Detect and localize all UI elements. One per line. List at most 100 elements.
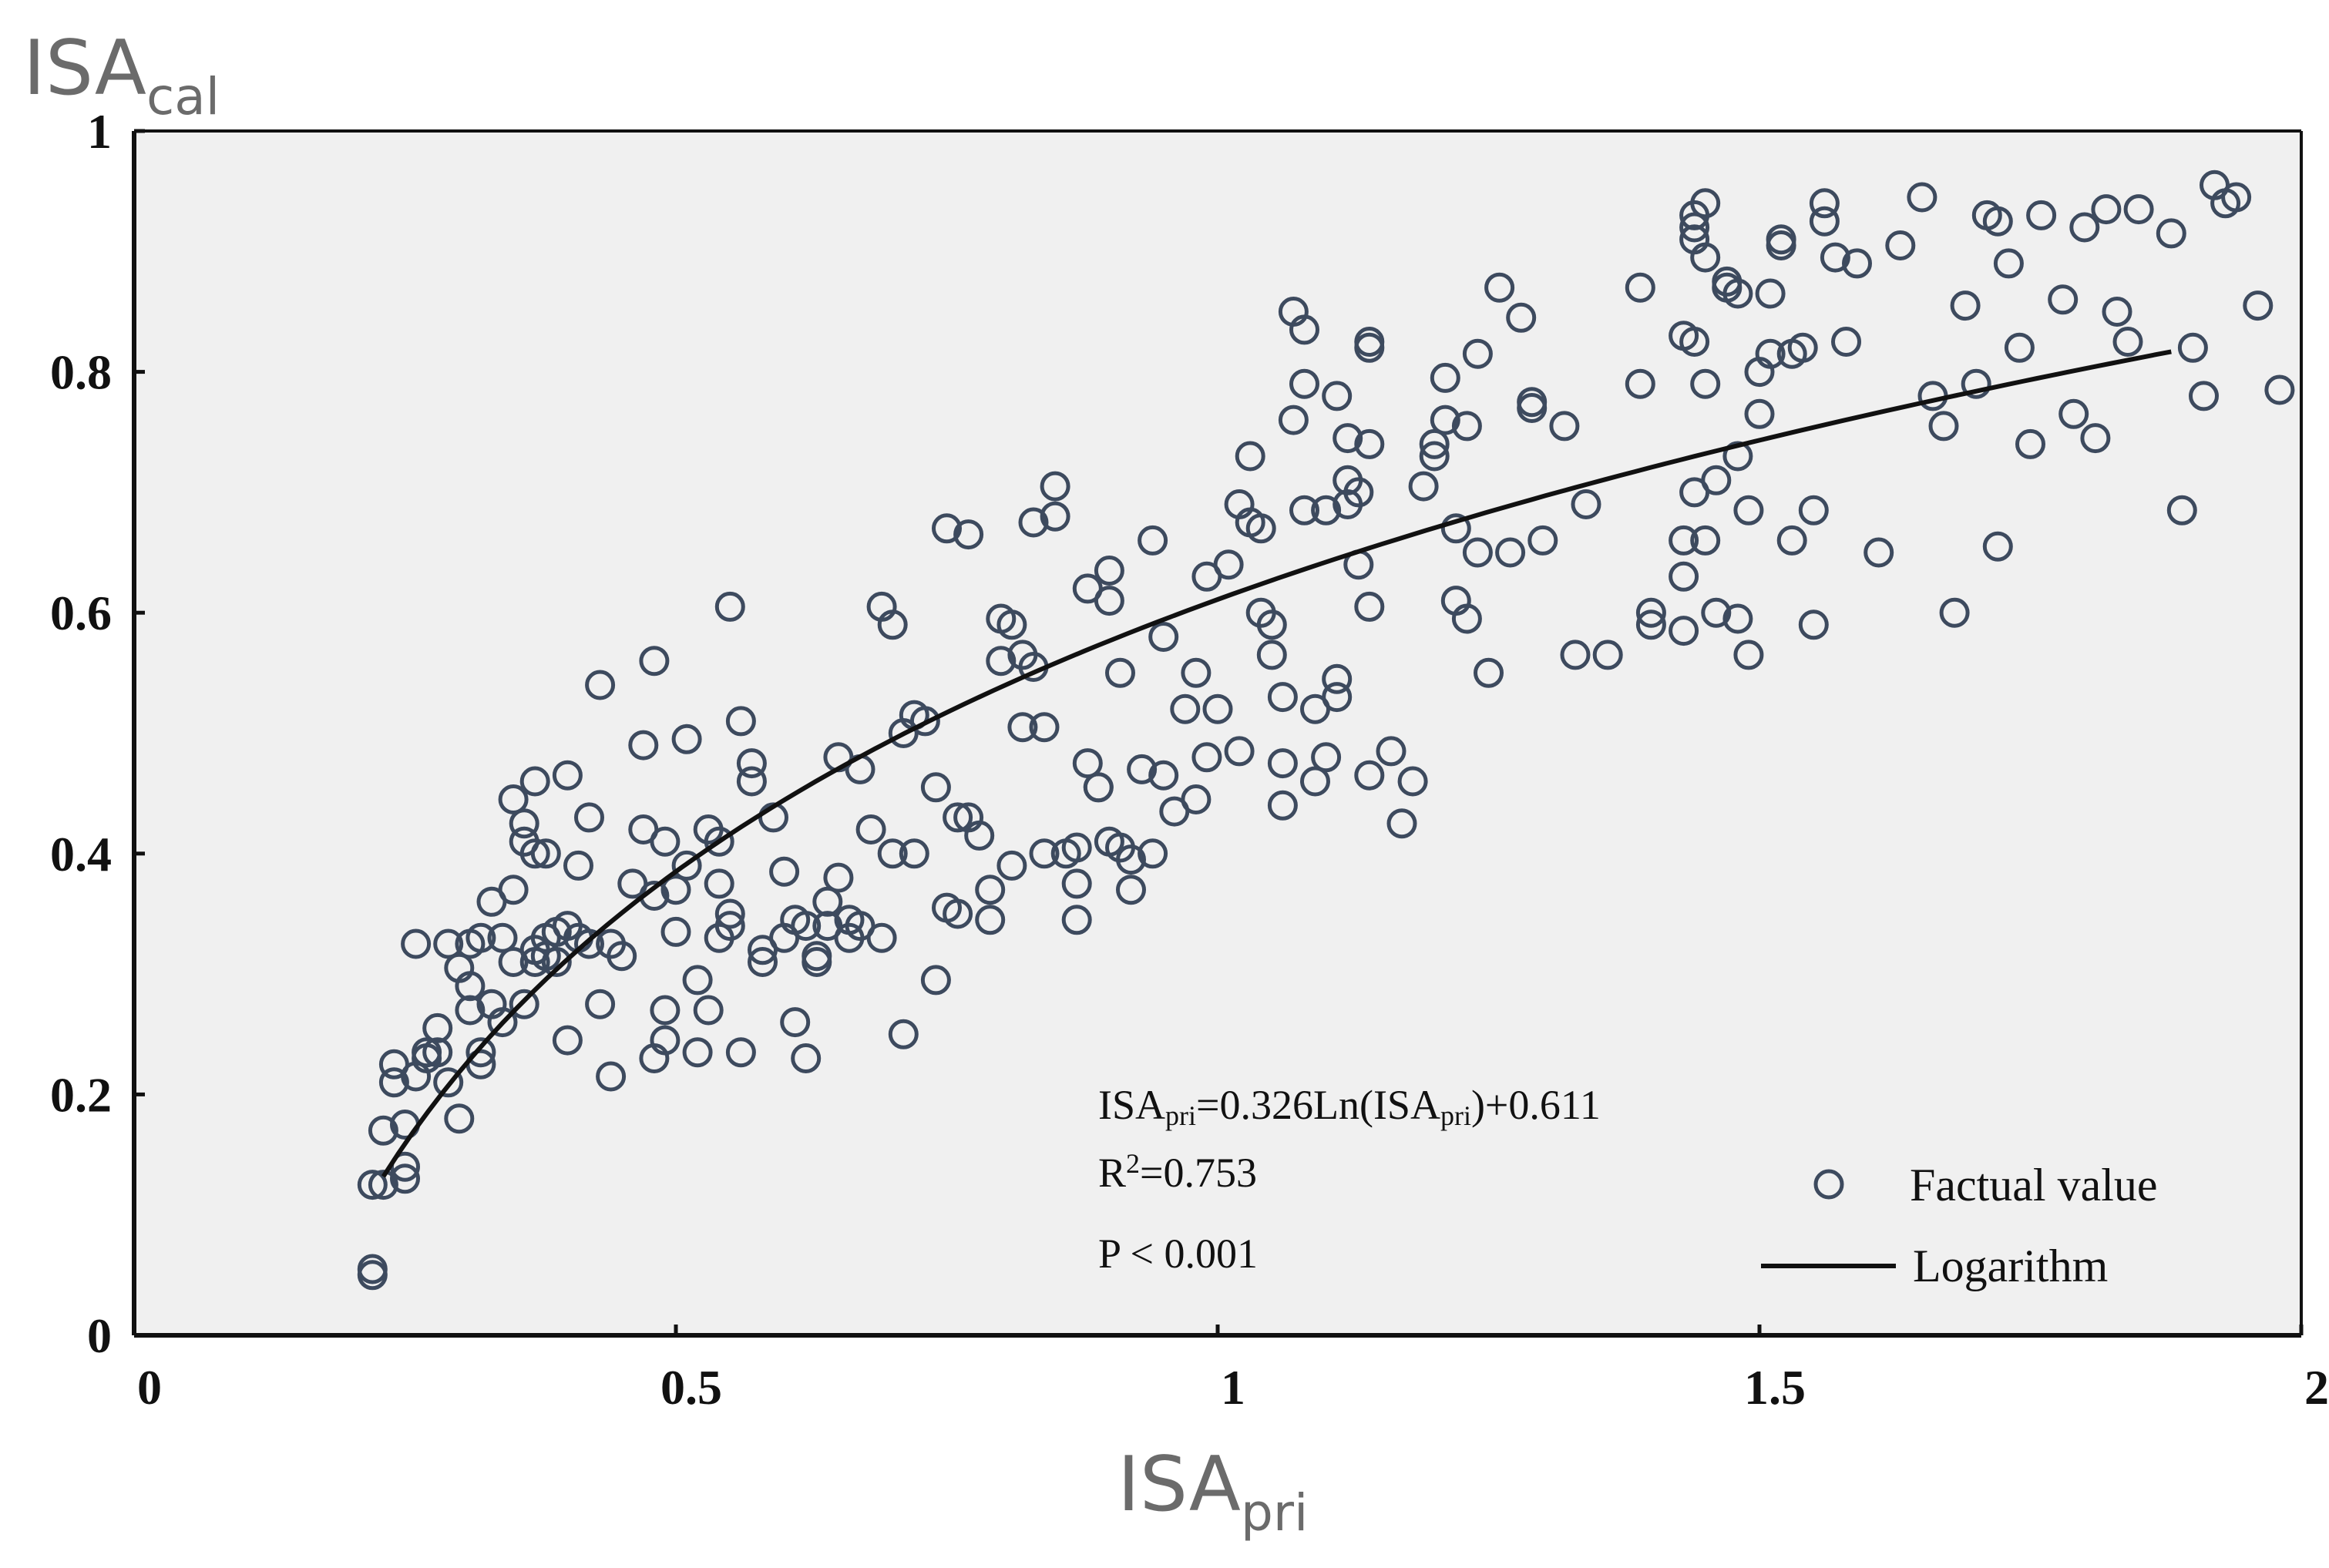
data-point [1506,302,1537,333]
data-point [660,875,691,905]
data-point [1798,495,1829,525]
logarithm-fit-line [381,349,2172,1178]
data-point [1690,188,1721,219]
y-tick-label: 0.4 [50,827,112,881]
data-point [920,772,951,803]
data-point [1517,393,1548,423]
data-point [1430,405,1460,435]
data-point [1256,640,1287,670]
data-point [1105,657,1135,688]
data-point [2048,284,2079,315]
data-point [498,784,529,814]
data-point [552,760,583,791]
data-point [519,766,550,797]
y-tick-label: 1 [87,104,112,159]
data-point [1322,663,1353,694]
data-point [1451,411,1482,442]
data-point [693,995,724,1026]
data-point [455,995,486,1026]
data-point [585,670,616,700]
data-point [996,850,1027,881]
data-point [650,1025,681,1056]
data-point [1256,609,1287,640]
data-point [1462,338,1493,369]
data-point [1982,531,2013,562]
x-tick-label: 1 [1221,1360,1245,1415]
data-point [1245,513,1276,544]
scatter-points [357,170,2295,1291]
data-point [1181,784,1212,814]
data-point [714,911,745,942]
data-point [1224,736,1255,767]
data-point [639,646,670,677]
data-point [1127,754,1158,784]
data-point [1484,272,1515,303]
data-point [563,850,593,881]
data-point [1278,405,1309,435]
legend-label-logarithm: Logarithm [1913,1241,2108,1291]
data-point [1798,609,1829,640]
data-point [1094,586,1124,616]
data-point [1690,368,1721,399]
data-point [2166,495,2197,525]
data-point [943,898,973,929]
data-point [574,802,604,833]
data-point [465,922,496,953]
data-point [1267,682,1298,713]
data-point [1669,525,1699,556]
data-point [1311,742,1342,773]
data-point [1766,230,1796,260]
data-point [1408,471,1439,502]
data-point [1267,748,1298,779]
data-point [1300,766,1330,797]
data-point [487,1007,518,1038]
data-point [1138,525,1168,556]
data-point [1787,332,1818,363]
data-point [1138,838,1168,869]
data-point [1755,338,1786,369]
x-tick-label: 1.5 [1744,1360,1806,1415]
data-point [1116,844,1146,875]
data-point [1939,597,1970,628]
data-point [1191,742,1222,773]
data-point [975,905,1006,935]
legend: Factual value Logarithm [1761,1160,2158,1291]
legend-label-factual: Factual value [1910,1160,2158,1210]
data-point [748,947,778,977]
data-point [704,868,734,899]
data-point [996,609,1027,640]
data-point [1440,513,1471,544]
data-point [1181,657,1212,688]
data-point [1625,368,1655,399]
data-point [650,995,681,1026]
data-point [1235,441,1265,472]
data-point [2123,194,2154,225]
data-point [1755,278,1786,309]
data-point [378,1067,409,1098]
data-point [1722,603,1753,634]
data-point [682,965,713,996]
data-point [1289,368,1319,399]
r-squared-annotation: R2=0.753 [1098,1148,1257,1196]
data-point [1635,597,1666,628]
equation-annotation: ISApri=0.326Ln(ISApri)+0.611 [1098,1082,1601,1131]
x-tick-label: 2 [2304,1360,2329,1415]
data-point [1040,471,1070,502]
data-point [725,1037,756,1068]
data-point [1560,640,1591,670]
data-point [1842,248,1872,279]
data-point [1669,616,1699,646]
data-point [1495,537,1526,568]
data-point [1809,188,1840,219]
data-point [823,862,854,893]
data-point [1029,712,1060,743]
data-point [1094,556,1124,586]
data-point [1148,760,1179,791]
data-point [1170,693,1201,724]
data-point [866,922,897,953]
data-point [401,928,432,959]
data-point [2112,327,2143,357]
data-point [465,1037,496,1068]
data-point [1419,441,1450,472]
data-point [1722,278,1753,309]
